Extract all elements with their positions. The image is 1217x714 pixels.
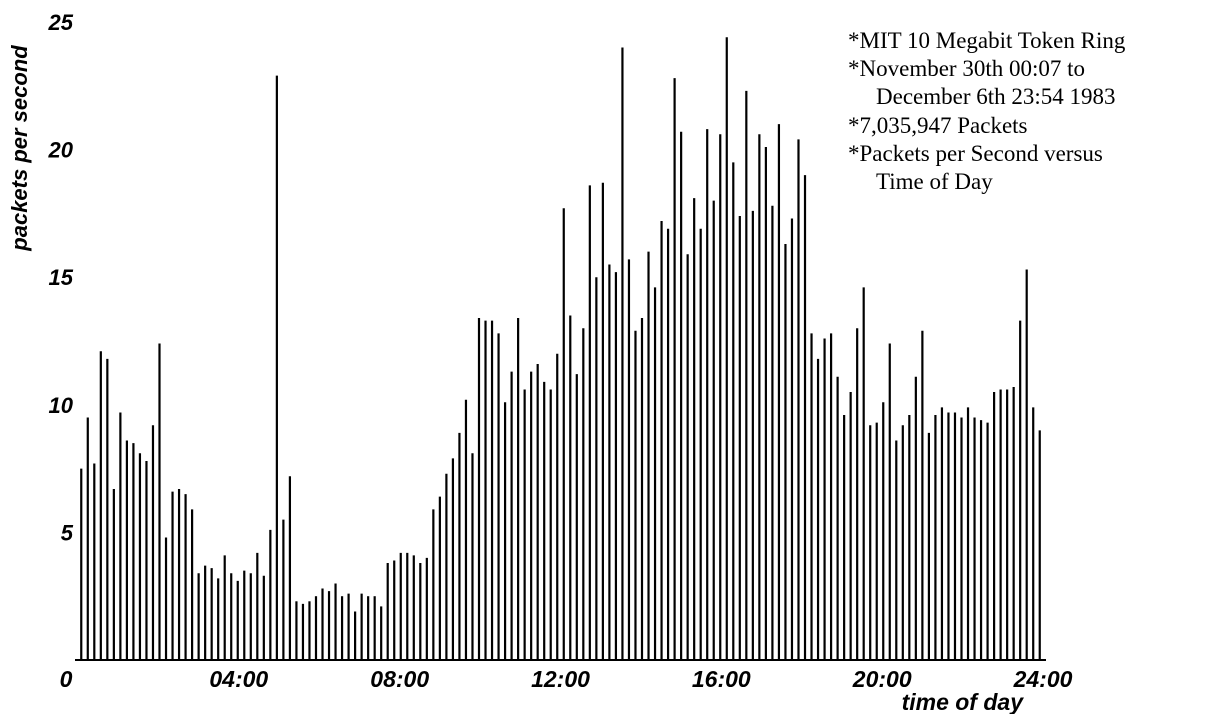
- annotation-line: December 6th 23:54 1983: [876, 84, 1116, 109]
- y-tick-label: 5: [61, 520, 74, 545]
- annotation-line: *MIT 10 Megabit Token Ring: [848, 28, 1126, 53]
- y-axis-ticks: 5 10 15 20 25: [48, 10, 74, 545]
- x-tick-label: 12:00: [531, 666, 590, 692]
- x-tick-label: 24:00: [1013, 666, 1073, 692]
- y-tick-label: 25: [48, 10, 74, 35]
- annotation-line: *November 30th 00:07 to: [848, 56, 1085, 81]
- x-tick-label: 0: [60, 666, 73, 692]
- x-tick-label: 20:00: [852, 666, 912, 692]
- y-tick-label: 20: [48, 138, 74, 163]
- y-tick-label: 15: [49, 265, 74, 290]
- x-tick-label: 08:00: [370, 666, 429, 692]
- y-tick-label: 10: [49, 393, 74, 418]
- annotation-line: *Packets per Second versus: [848, 141, 1103, 166]
- x-tick-label: 16:00: [692, 666, 751, 692]
- x-axis-ticks: 0 04:00 08:00 12:00 16:00 20:00 24:00: [60, 666, 1073, 692]
- annotation-line: *7,035,947 Packets: [848, 113, 1028, 138]
- y-axis-label: packets per second: [7, 45, 32, 252]
- chart-annotation: *MIT 10 Megabit Token Ring *November 30th…: [848, 28, 1126, 194]
- bar-series: [80, 37, 1041, 660]
- x-tick-label: 04:00: [209, 666, 268, 692]
- annotation-line: Time of Day: [876, 169, 993, 194]
- x-axis-label: time of day: [902, 689, 1025, 714]
